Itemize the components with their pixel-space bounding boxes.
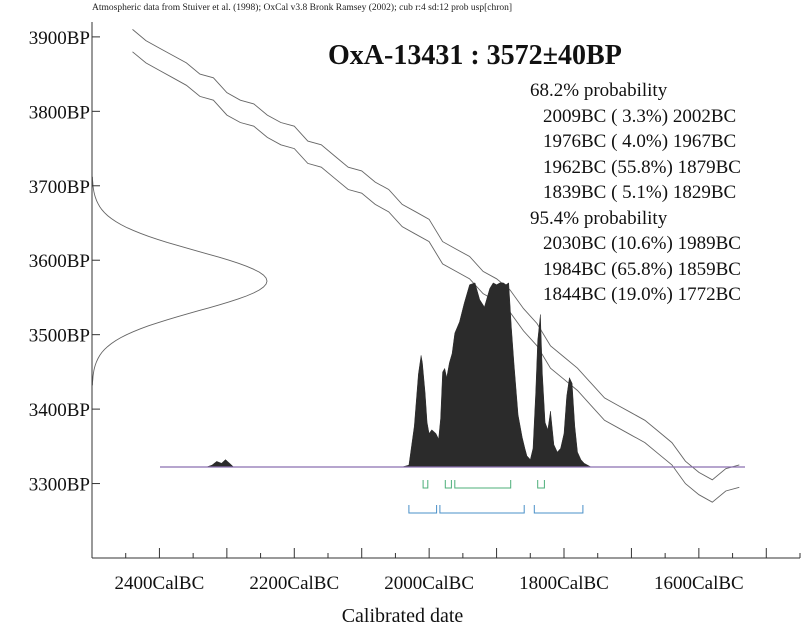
credit-line: Atmospheric data from Stuiver et al. (19… <box>92 3 513 13</box>
x-tick-label: 1600CalBC <box>654 573 744 594</box>
p95-label: 95.4% probability <box>530 207 668 229</box>
range-bar-68 <box>422 480 429 489</box>
calibration-curve-line <box>132 29 740 481</box>
range-bars <box>408 480 584 514</box>
p68-range: 1976BC ( 4.0%) 1967BC <box>543 131 737 152</box>
p68-range: 1962BC (55.8%) 1879BC <box>543 156 741 178</box>
x-tick-label: 2200CalBC <box>249 573 339 594</box>
y-tick-label: 3800BP <box>29 102 90 123</box>
x-tick-label: 2400CalBC <box>115 573 205 594</box>
range-bar-95 <box>439 505 525 514</box>
measurement-gaussian <box>91 176 268 386</box>
x-axis-title: Calibrated date <box>341 605 464 627</box>
y-tick-label: 3900BP <box>29 28 90 49</box>
range-bar-95 <box>408 505 438 514</box>
y-tick-label: 3500BP <box>29 326 90 347</box>
y-tick-label: 3700BP <box>29 177 90 198</box>
calibration-curve <box>132 29 740 503</box>
distribution-area <box>206 282 605 468</box>
p68-range: 1839BC ( 5.1%) 1829BC <box>543 182 737 203</box>
p95-range: 2030BC (10.6%) 1989BC <box>543 233 741 254</box>
p95-range: 1844BC (19.0%) 1772BC <box>543 284 741 305</box>
range-bar-68 <box>454 480 512 489</box>
probability-ranges: 68.2% probability 2009BC ( 3.3%) 2002BC … <box>530 78 741 308</box>
y-tick-label: 3400BP <box>29 400 90 421</box>
gaussian-line <box>91 176 268 386</box>
range-bar-68 <box>444 480 452 489</box>
y-tick-label: 3600BP <box>29 251 90 272</box>
sample-title: OxA-13431 : 3572±40BP <box>328 40 622 71</box>
p95-range: 1984BC (65.8%) 1859BC <box>543 258 741 280</box>
y-axis-ticks: 3900BP 3800BP 3700BP 3600BP 3500BP 3400BP 3300… <box>29 28 100 496</box>
y-tick-label: 3300BP <box>29 475 90 496</box>
x-tick-label: 2000CalBC <box>384 573 474 594</box>
calibrated-distribution <box>160 282 745 468</box>
x-tick-label: 1800CalBC <box>519 573 609 594</box>
p68-label: 68.2% probability <box>530 80 668 101</box>
range-bar-95 <box>533 505 584 514</box>
p68-range: 2009BC ( 3.3%) 2002BC <box>543 105 737 127</box>
x-axis-ticks: 2400CalBC 2200CalBC 2000CalBC 1800CalBC 1600… <box>91 548 801 594</box>
calibration-curve-line <box>132 51 740 503</box>
range-bar-68 <box>537 480 545 489</box>
